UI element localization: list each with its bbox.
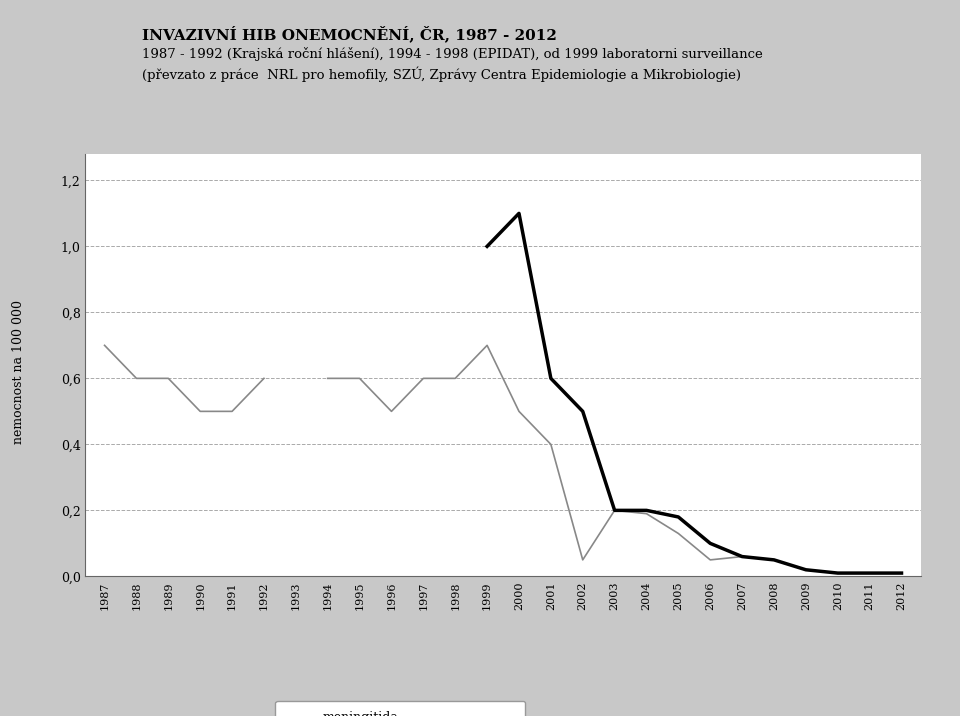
- Text: INVAZIVNÍ HIB ONEMOCNĚNÍ, ČR, 1987 - 2012: INVAZIVNÍ HIB ONEMOCNĚNÍ, ČR, 1987 - 201…: [142, 25, 557, 42]
- Text: nemocnost na 100 000: nemocnost na 100 000: [12, 300, 25, 445]
- Text: 1987 - 1992 (Krajská roční hlášení), 1994 - 1998 (EPIDAT), od 1999 laboratorni s: 1987 - 1992 (Krajská roční hlášení), 199…: [142, 47, 763, 61]
- Text: (převzato z práce  NRL pro hemofily, SZÚ, Zprávy Centra Epidemiologie a Mikrobio: (převzato z práce NRL pro hemofily, SZÚ,…: [142, 67, 741, 82]
- Legend: meningitida, všechna invazivní onemocnění: meningitida, všechna invazivní onemocněn…: [276, 701, 525, 716]
